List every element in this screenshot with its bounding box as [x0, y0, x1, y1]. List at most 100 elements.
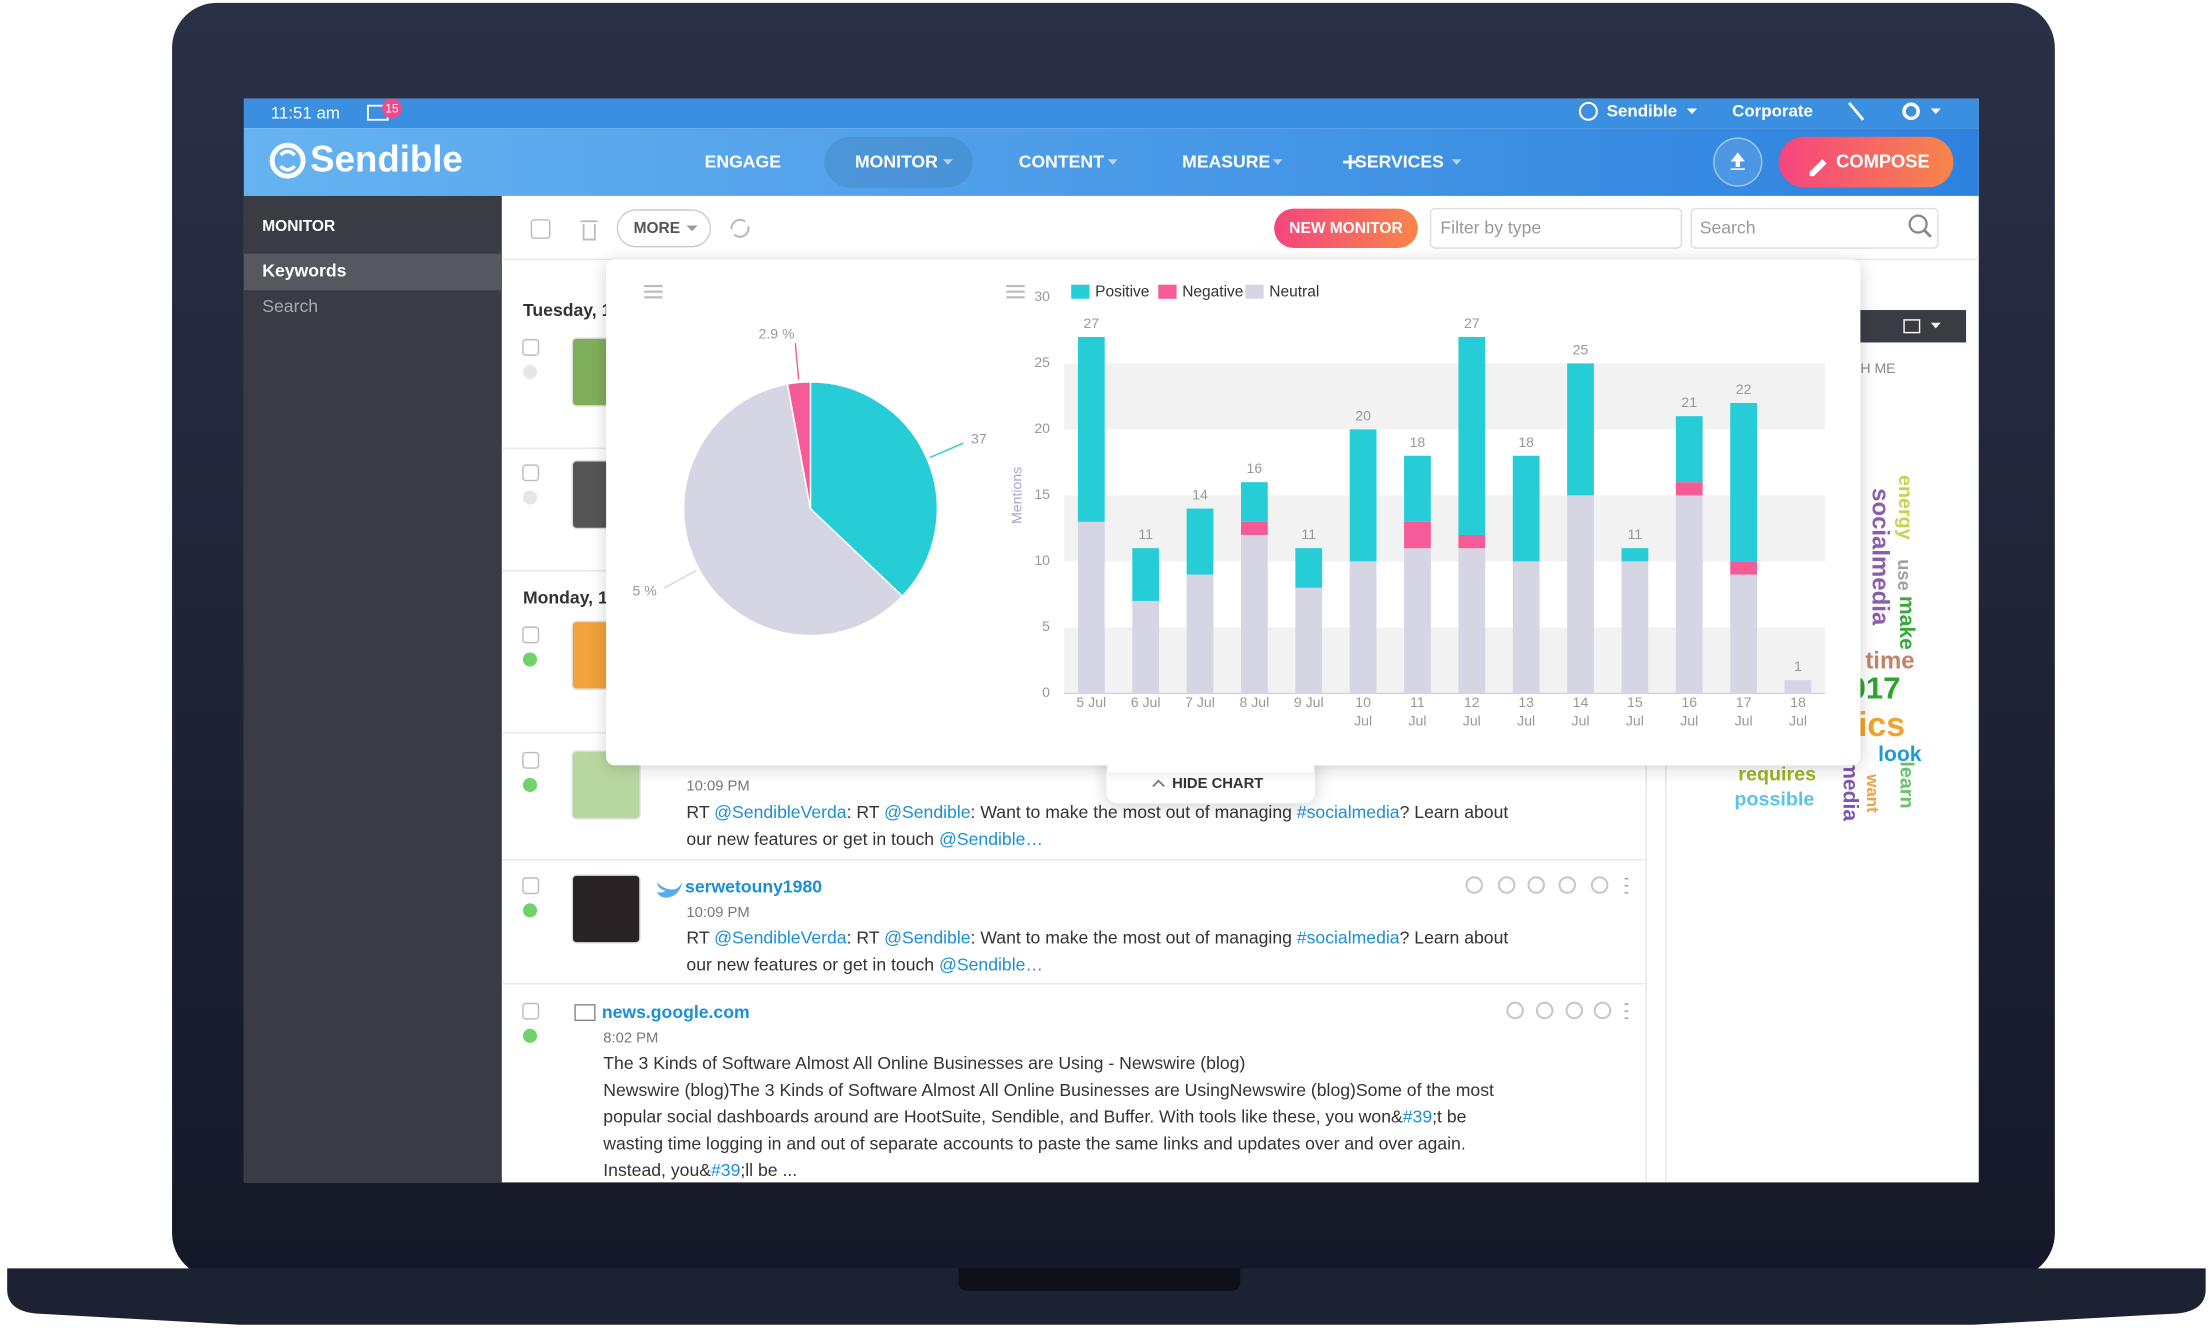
nav-item[interactable]: ENGAGE [705, 151, 782, 171]
post-user[interactable]: serwetouny1980 [685, 877, 822, 897]
x-tick-label-line: Jul [1463, 712, 1481, 728]
new-monitor-button[interactable] [1274, 208, 1418, 249]
cloud-word: make [1895, 596, 1918, 650]
legend-swatch[interactable] [1158, 284, 1177, 299]
hide-chart-label[interactable]: HIDE CHART [1172, 776, 1263, 792]
nav-item[interactable]: CONTENT [1019, 151, 1104, 171]
row-checkbox[interactable] [522, 464, 540, 482]
action-icon[interactable] [1593, 1001, 1612, 1020]
post-text-run: Instead, you& [603, 1160, 711, 1180]
post-link[interactable]: @Sendible… [939, 954, 1043, 974]
plan-name[interactable]: Corporate [1732, 102, 1813, 121]
nav-item[interactable]: MONITOR [855, 151, 938, 171]
x-tick-label: 15 Jul [1626, 694, 1644, 728]
nav-item[interactable]: SERVICES [1355, 151, 1444, 171]
action-icon[interactable] [1497, 876, 1516, 894]
sidebar-item[interactable]: Search [262, 296, 318, 316]
row-checkbox[interactable] [522, 877, 540, 895]
source-icon [574, 1004, 596, 1022]
filter-input[interactable] [1429, 207, 1683, 249]
legend-label[interactable]: Neutral [1269, 284, 1319, 301]
bar-segment [1186, 508, 1214, 575]
caret [1687, 108, 1697, 115]
tools-icon[interactable] [1848, 101, 1865, 121]
avatar [571, 874, 641, 944]
bar-segment [1458, 534, 1486, 549]
post-text: RT @SendibleVerda: RT @Sendible: Want to… [686, 802, 1508, 822]
bar-segment [1295, 587, 1323, 694]
row-checkbox[interactable] [522, 626, 540, 644]
post-link[interactable]: #socialmedia [1297, 802, 1400, 822]
post-link[interactable]: #socialmedia [1297, 927, 1400, 947]
bar-segment [1186, 574, 1214, 694]
action-icon[interactable] [1565, 1001, 1584, 1020]
trash-icon[interactable] [580, 220, 598, 241]
x-tick-label-line: Jul [1572, 712, 1590, 728]
status-bar [243, 98, 1979, 129]
compose-button[interactable] [1778, 136, 1954, 188]
bar-segment [1349, 429, 1377, 562]
cloud-word: media [1839, 760, 1862, 821]
grid-band [1064, 627, 1826, 694]
select-all[interactable] [530, 219, 551, 239]
nav-item[interactable]: MEASURE [1182, 151, 1270, 171]
post-text-run: our new features or get in touch [686, 829, 939, 849]
account-name[interactable]: Sendible [1607, 102, 1677, 121]
legend-swatch[interactable] [1071, 284, 1090, 299]
action-icon[interactable] [1506, 1001, 1524, 1020]
action-icon[interactable] [1590, 876, 1609, 894]
sidebar-item[interactable]: Keywords [262, 261, 346, 281]
stack-total: 18 [1518, 434, 1534, 450]
cloud-word: energy [1894, 475, 1916, 540]
post-text-run: ;t be [1432, 1106, 1466, 1126]
x-tick-label-line: 12 [1464, 694, 1480, 710]
logo[interactable]: Sendible [310, 139, 463, 180]
post-link[interactable]: @Sendible [884, 802, 971, 822]
y-tick-label: 30 [1034, 288, 1050, 304]
edit-icon[interactable] [1903, 319, 1921, 334]
more-button[interactable] [616, 209, 712, 248]
search-input[interactable] [1690, 207, 1939, 249]
action-icon[interactable] [1465, 876, 1484, 894]
legend-label[interactable]: Negative [1182, 284, 1243, 301]
post-link[interactable]: #39 [1403, 1106, 1432, 1126]
x-tick-label: 12 Jul [1463, 694, 1481, 728]
tab-join [1107, 755, 1314, 773]
logo-mark [279, 149, 296, 172]
post-link[interactable]: @Sendible [884, 927, 971, 947]
post-link[interactable]: @SendibleVerda [714, 802, 847, 822]
action-icon[interactable] [1558, 876, 1577, 894]
bar-segment [1730, 561, 1757, 575]
post-user[interactable]: news.google.com [602, 1002, 750, 1022]
bar-segment [1675, 482, 1703, 496]
settings-icon[interactable] [1902, 102, 1920, 121]
legend-swatch[interactable] [1245, 284, 1264, 299]
bar-segment [1404, 521, 1431, 549]
post-text-run: The 3 Kinds of Software Almost All Onlin… [603, 1053, 1245, 1073]
bar-segment [1240, 521, 1268, 535]
post-text-run: wasting time logging in and out of separ… [602, 1133, 1465, 1153]
menu-icon[interactable] [644, 285, 663, 299]
pie-connector [663, 569, 697, 589]
stack-total: 16 [1247, 460, 1263, 476]
row-checkbox[interactable] [522, 1002, 540, 1020]
action-icon[interactable] [1535, 1001, 1554, 1020]
status-dot [522, 490, 538, 505]
bar-segment [1349, 561, 1377, 694]
refresh-icon[interactable] [730, 218, 750, 238]
row-checkbox[interactable] [522, 338, 540, 356]
legend-label[interactable]: Positive [1095, 284, 1149, 301]
caret [1930, 108, 1941, 115]
status-dot [522, 365, 538, 380]
cloud-word: look [1878, 743, 1922, 766]
y-axis-title: Mentions [1008, 467, 1024, 524]
row-checkbox[interactable] [522, 751, 540, 769]
post-link[interactable]: @Sendible… [939, 829, 1043, 849]
x-tick-label-line: Jul [1680, 712, 1698, 728]
post-link[interactable]: @SendibleVerda [714, 927, 847, 947]
post-link[interactable]: #39 [711, 1160, 740, 1180]
action-icon[interactable] [1527, 876, 1546, 894]
pie-connector [929, 442, 964, 459]
menu-icon[interactable] [1006, 285, 1025, 299]
